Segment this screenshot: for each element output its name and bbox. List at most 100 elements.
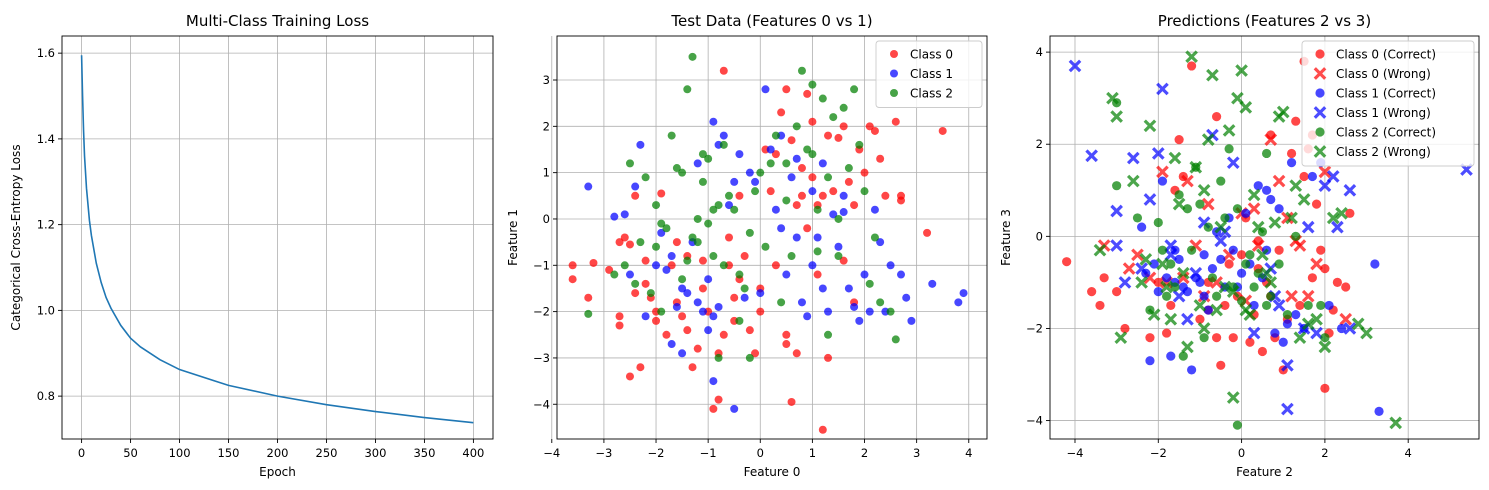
point-class-1-wrong (1226, 156, 1240, 169)
point-class-1 (584, 182, 593, 191)
point-class-2-wrong (1143, 119, 1157, 133)
legend-label: Class 0 (Correct) (1336, 47, 1436, 61)
point-class-0 (735, 191, 744, 200)
y-tick-label: 0.8 (37, 389, 55, 403)
x-tick-label: 4 (965, 446, 972, 460)
point-class-2-correct (1112, 181, 1122, 191)
point-class-2 (876, 298, 885, 307)
point-class-1 (698, 307, 707, 316)
point-class-2-correct (1182, 204, 1193, 214)
point-class-1 (808, 261, 817, 270)
legend-marker (1313, 145, 1327, 158)
y-tick-label: 4 (1036, 45, 1043, 59)
point-class-1 (667, 252, 676, 261)
point-class-1-wrong (1085, 149, 1098, 163)
point-class-0-wrong (1272, 174, 1286, 188)
legend-label: Class 2 (910, 86, 953, 100)
point-class-0 (787, 136, 796, 145)
point-class-1-correct (1266, 194, 1276, 205)
point-class-0-correct (1153, 277, 1163, 288)
x-tick-label: −1 (700, 446, 717, 460)
point-class-0-correct (1299, 171, 1309, 182)
point-class-0 (698, 256, 707, 265)
chart-title: Multi-Class Training Loss (186, 12, 369, 30)
y-tick-label: −1 (533, 258, 550, 272)
point-class-1-correct (1270, 328, 1280, 338)
x-tick-label: −2 (648, 446, 665, 460)
point-class-0-wrong (1131, 248, 1144, 262)
legend-label: Class 2 (Wrong) (1336, 145, 1431, 159)
legend-marker (1315, 49, 1325, 59)
point-class-2-wrong (1360, 326, 1373, 340)
point-class-2 (808, 150, 817, 159)
point-class-1-wrong (1281, 358, 1294, 372)
legend-label: Class 0 (Wrong) (1336, 67, 1431, 81)
point-class-1 (730, 404, 739, 413)
point-class-0 (719, 330, 728, 339)
point-class-0 (615, 321, 624, 330)
point-class-1-correct (1236, 268, 1247, 278)
point-class-0-wrong (1285, 289, 1298, 303)
data-layer (568, 52, 968, 434)
y-axis-label: Feature 1 (506, 209, 520, 266)
point-class-0 (777, 108, 786, 117)
point-class-0 (803, 224, 812, 233)
point-class-2-wrong (1181, 340, 1194, 354)
point-class-1 (839, 208, 848, 217)
x-tick-label: 150 (218, 446, 240, 460)
x-tick-label: 2 (861, 446, 868, 460)
point-class-1 (959, 289, 968, 298)
point-class-0 (662, 330, 671, 339)
point-class-0-wrong (1339, 312, 1353, 326)
point-class-2-correct (1245, 250, 1255, 260)
point-class-1 (886, 261, 895, 270)
point-class-2-wrong (1301, 317, 1315, 331)
point-class-0-wrong (1176, 271, 1190, 285)
point-class-1-wrong (1326, 170, 1340, 183)
point-class-1 (683, 289, 692, 298)
x-tick-label: 350 (413, 446, 435, 460)
point-class-0 (568, 275, 577, 284)
point-class-1-wrong (1318, 179, 1332, 193)
point-class-1 (897, 270, 905, 279)
point-class-0 (751, 349, 760, 358)
point-class-2-wrong (1297, 193, 1311, 206)
point-class-0 (667, 261, 676, 270)
point-class-2 (584, 309, 593, 318)
point-class-1-wrong (1151, 147, 1165, 160)
point-class-0-correct (1286, 148, 1297, 159)
point-class-2-wrong (1189, 160, 1203, 174)
point-class-1 (751, 177, 760, 186)
point-class-2-correct (1291, 231, 1301, 241)
point-class-0-correct (1120, 323, 1130, 334)
point-class-0-correct (1307, 273, 1317, 283)
point-class-1-correct (1241, 208, 1251, 218)
point-class-0-correct (1311, 199, 1322, 209)
point-class-0 (714, 395, 723, 404)
y-tick-label: 1.0 (37, 303, 55, 317)
point-class-0-correct (1216, 360, 1226, 370)
point-class-1-correct (1261, 185, 1272, 195)
y-axis-label: Feature 3 (999, 209, 1013, 266)
point-class-0 (782, 330, 791, 339)
point-class-0-wrong (1156, 165, 1169, 179)
point-class-2-correct (1249, 282, 1259, 292)
point-class-2-correct (1157, 245, 1168, 255)
legend-marker (1315, 127, 1325, 137)
point-class-2-wrong (1289, 179, 1303, 193)
point-class-1-wrong (1181, 312, 1194, 326)
point-class-2-correct (1178, 351, 1188, 361)
point-class-0 (803, 89, 812, 98)
point-class-2 (766, 159, 775, 168)
point-class-0 (688, 363, 697, 372)
point-class-0-wrong (1251, 239, 1265, 252)
point-class-1 (662, 265, 671, 274)
point-class-0-wrong (1264, 133, 1278, 146)
point-class-0 (636, 363, 645, 372)
point-class-0 (730, 293, 739, 302)
point-class-1-correct (1149, 259, 1159, 269)
point-class-1 (756, 289, 765, 298)
point-class-0 (771, 261, 780, 270)
point-class-2-wrong (1135, 276, 1148, 289)
point-class-2-wrong (1310, 312, 1323, 326)
